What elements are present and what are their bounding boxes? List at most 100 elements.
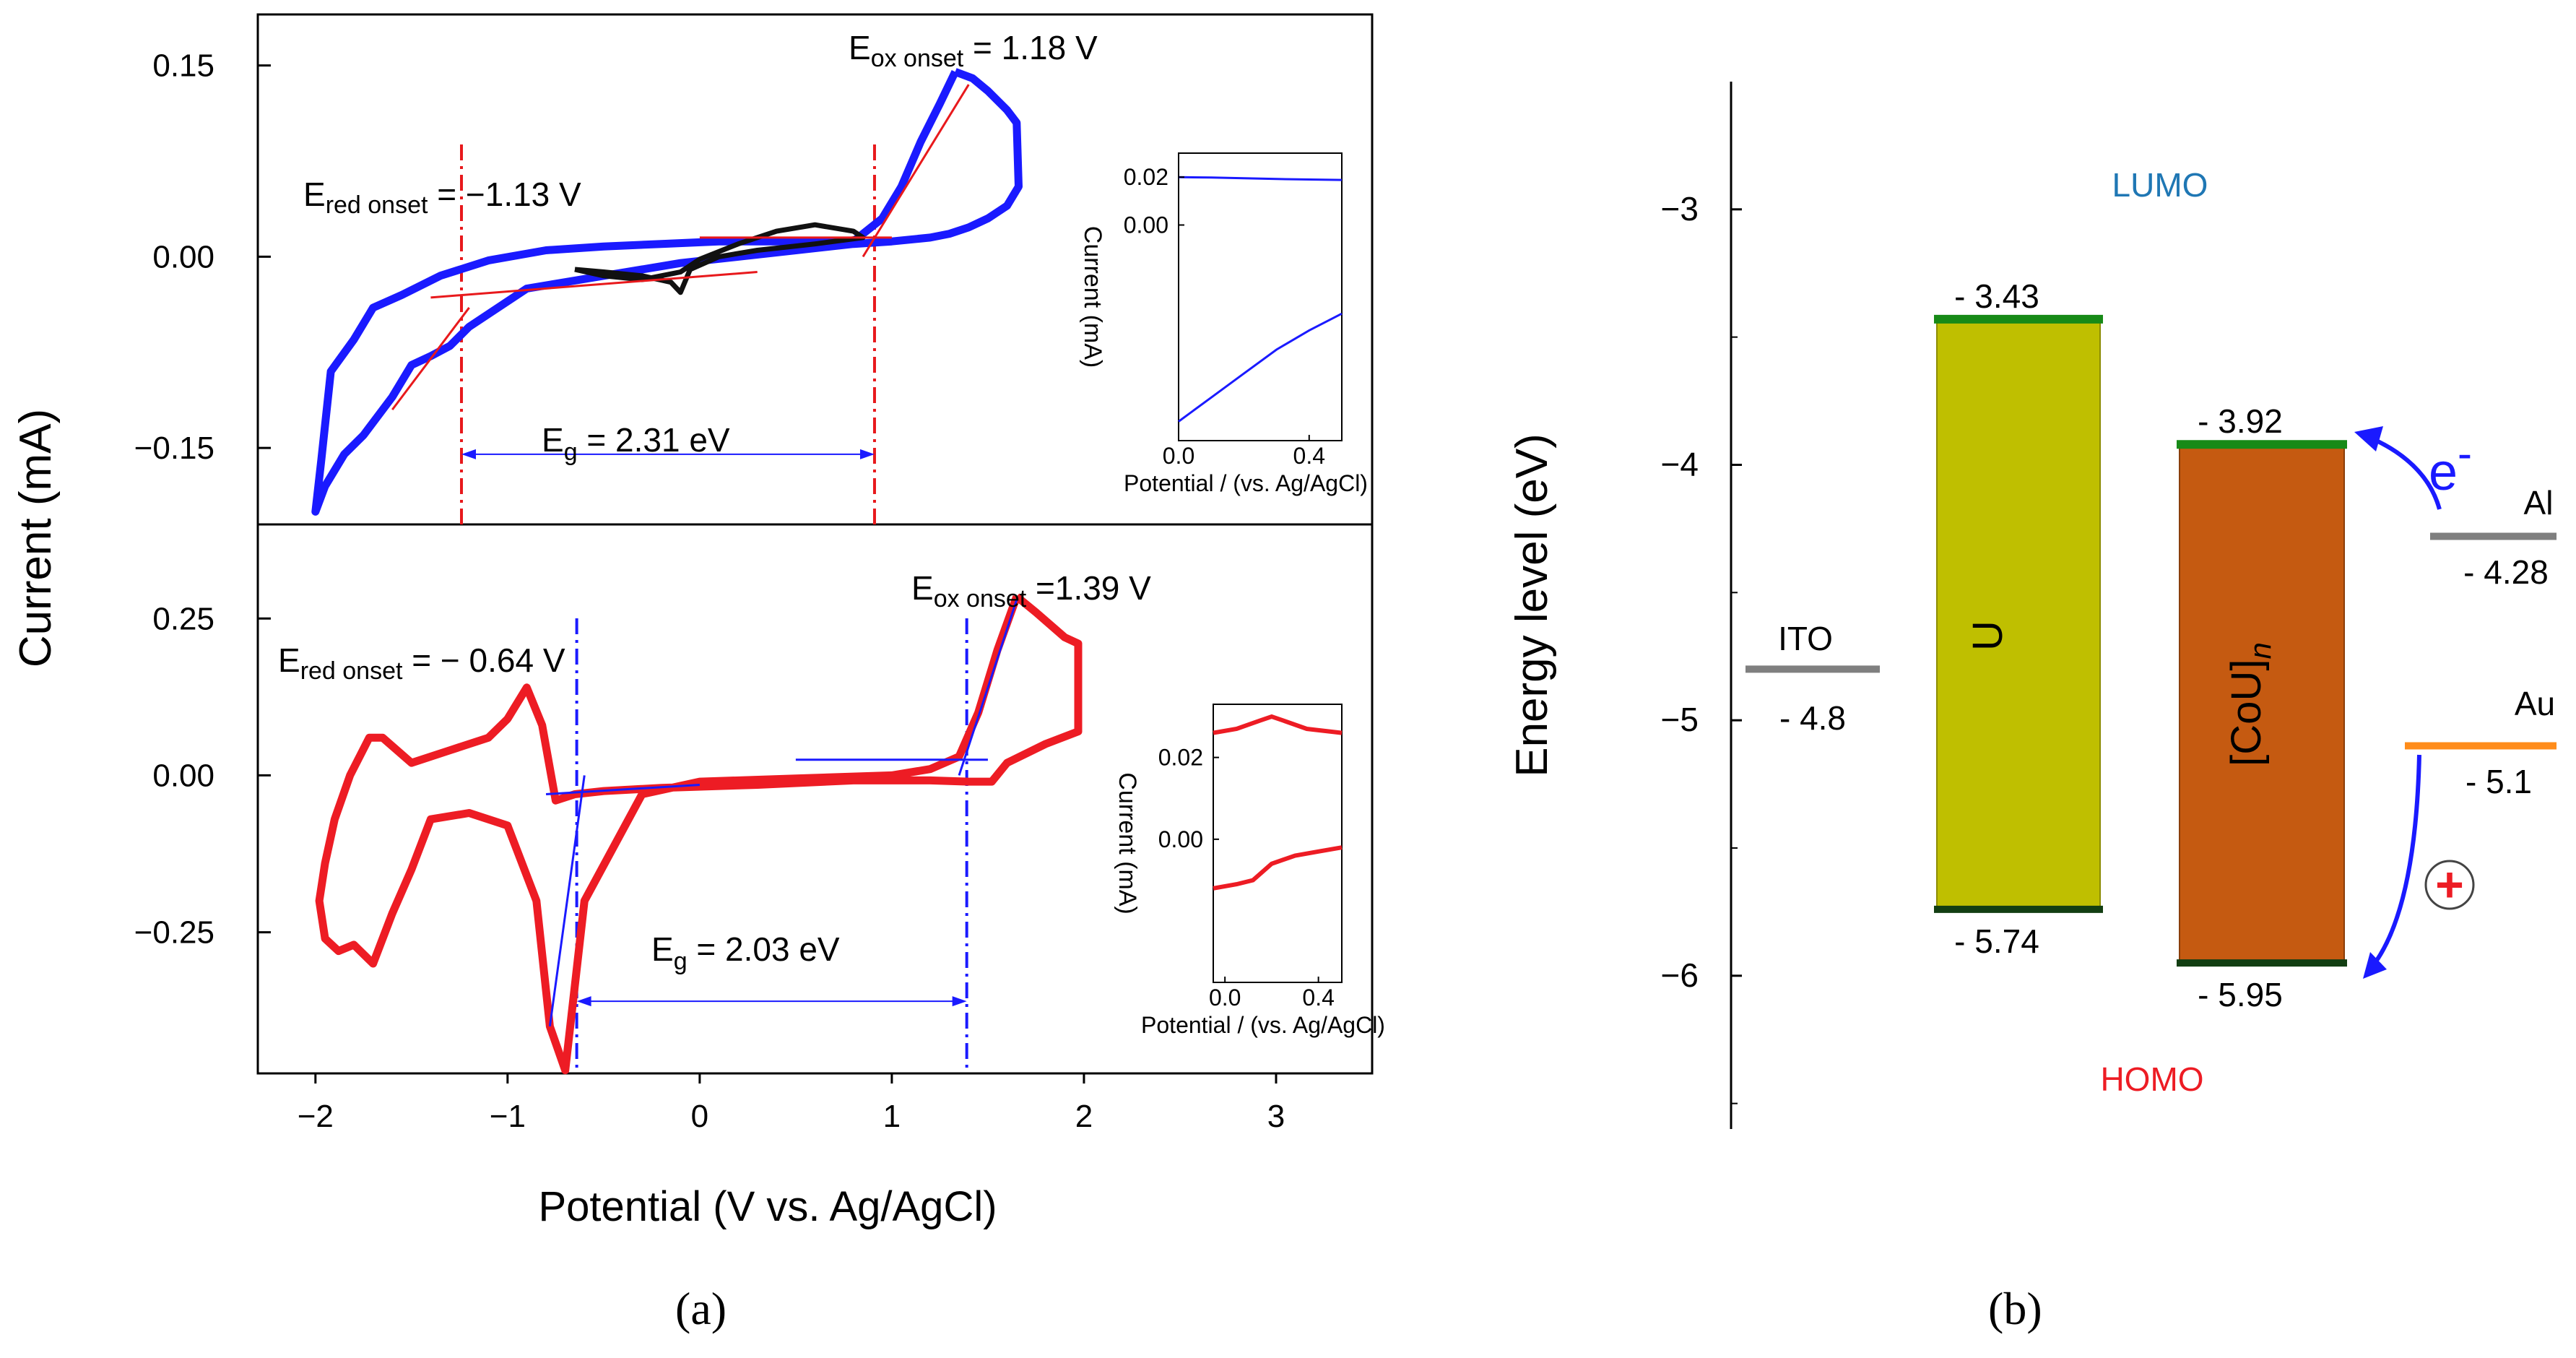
y-tick-label: −0.25 [134,915,214,951]
x-tick-label: −2 [298,1099,334,1134]
inset-y-label: Current (mA) [1114,772,1141,914]
cou-label-main: [CoU] [2223,659,2270,766]
homo-label: HOMO [2100,1060,2203,1098]
u-bar [1936,318,2101,910]
x-tick-label: 1 [883,1099,901,1134]
eg-rest-b: = 2.03 eV [688,930,840,968]
panel-a: −0.150.000.15 −0.250.000.25 0.000.020.0 0… [11,13,1385,1230]
y-tick-label: 0.00 [152,239,214,274]
inset-series-line [1178,312,1343,423]
inset-series-line [1213,714,1343,735]
inset-top: 0.00 0.02 0.0 0.4 Current (mA) Potential / (v… [1079,152,1368,496]
inset-x-label: Potential / (vs. Ag/AgCl) [1141,1012,1385,1038]
tangent-line [958,599,1018,776]
eg-arrowhead-right [952,996,967,1007]
hole-symbol: + [2435,857,2464,912]
inset-y-tick-label: 0.02 [1124,164,1168,190]
u-label: U [1964,620,2011,651]
y-axis-label-b: Energy level (eV) [1507,433,1557,777]
eg-arrowhead-left [576,996,591,1007]
inset-x-tick-label: 0.0 [1163,443,1194,469]
u-homo-value: - 5.74 [1954,922,2039,960]
cou-bar [2179,444,2345,964]
eg-sub: g [564,438,578,466]
inset-x-tick-label: 0.0 [1209,985,1241,1011]
inset-y-tick-label: 0.02 [1158,745,1203,771]
eg-arrowhead-right [859,449,875,459]
eg-main-b: E [651,930,674,968]
ox-rest: = 1.18 V [963,29,1098,66]
inset-x-tick-label: 0.4 [1302,985,1334,1011]
eg-main: E [542,421,564,459]
panel-b: −3 −4 −5 −6 Energy level (eV) LUMO HOMO U -… [1507,82,2557,1129]
inset-y-tick-label: 0.00 [1158,826,1203,852]
ox-sub: ox onset [871,45,964,72]
red-main-b: E [278,641,300,679]
cv-series-line [311,68,1023,516]
inset-frame [1213,704,1343,983]
tangent-line [430,271,758,299]
ito-value: - 4.8 [1779,699,1846,737]
inset-y-label: Current (mA) [1079,226,1106,368]
ox-main-b: E [911,569,934,607]
hole-arrowhead [2363,952,2387,979]
x-axis-label-a: Potential (V vs. Ag/AgCl) [538,1183,997,1230]
a-axis-ticks: −2 −1 0 1 2 3 [298,1073,1285,1134]
panel-label-b: (b) [1988,1283,2042,1334]
red-sub: red onset [326,191,428,219]
inset-bottom: 0.00 0.02 0.0 0.4 Current (mA) Potential / (v… [1114,704,1385,1038]
b-y-tick-label: −4 [1661,445,1699,483]
inset-series-line [1213,845,1343,891]
tangent-line [862,84,970,258]
cv-series-line [315,593,1083,1075]
tangent-line [545,783,700,795]
y-tick-label: 0.15 [152,48,214,84]
red-rest-b: = − 0.64 V [402,641,565,679]
al-name: Al [2524,484,2554,522]
inset-frame [1178,152,1343,441]
lumo-label: LUMO [2112,166,2208,204]
cou-lumo-value: - 3.92 [2198,402,2283,440]
inset-y-tick-label: 0.00 [1124,212,1168,238]
plot-frame-bottom [256,523,1374,1075]
y-axis-label-a: Current (mA) [11,409,61,667]
cou-label: [CoU]n [2223,642,2277,766]
b-y-tick-label: −6 [1661,956,1699,994]
red-onset-annotation-bottom: Ered onset = − 0.64 V [278,641,565,685]
au-name: Au [2515,685,2555,722]
ito-name: ITO [1778,620,1833,657]
bottom-plot: −0.25 0.00 0.25 [134,593,1083,1075]
inset-x-label: Potential / (vs. Ag/AgCl) [1124,470,1368,496]
al-value: - 4.28 [2463,553,2549,591]
b-y-tick-label: −5 [1661,701,1699,738]
y-tick-label: −0.15 [134,431,214,466]
hole-arrow [2370,754,2421,968]
inset-x-tick-label: 0.4 [1293,443,1325,469]
electron-e: e [2429,444,2458,501]
eg-annotation-top: Eg = 2.31 eV [542,421,730,466]
electron-label: e- [2429,429,2472,501]
ox-sub-b: ox onset [934,585,1027,613]
x-tick-label: 3 [1267,1099,1285,1134]
eg-annotation-bottom: Eg = 2.03 eV [651,930,840,975]
ox-rest-b: =1.39 V [1026,569,1151,607]
tangent-line [391,307,470,411]
red-main: E [303,176,326,213]
tangent-line [548,775,586,1027]
panel-label-a: (a) [675,1283,727,1334]
x-tick-label: 0 [691,1099,708,1134]
x-tick-label: −1 [490,1099,526,1134]
inset-series-line [1178,176,1343,181]
eg-arrowhead-left [461,449,476,459]
u-lumo-value: - 3.43 [1954,277,2039,315]
red-rest: = −1.13 V [428,176,581,213]
top-plot: −0.15 0.00 0.15 [134,48,1023,524]
y-tick-label: 0.25 [152,601,214,636]
b-axis-ticks: −3 −4 −5 −6 [1661,190,1742,1104]
cou-label-sub: n [2243,642,2277,659]
eg-sub-b: g [674,948,688,975]
ox-main: E [849,29,871,66]
electron-sup: - [2458,429,2472,477]
hole-circle [2424,860,2475,910]
red-onset-annotation-top: Ered onset = −1.13 V [303,176,581,219]
